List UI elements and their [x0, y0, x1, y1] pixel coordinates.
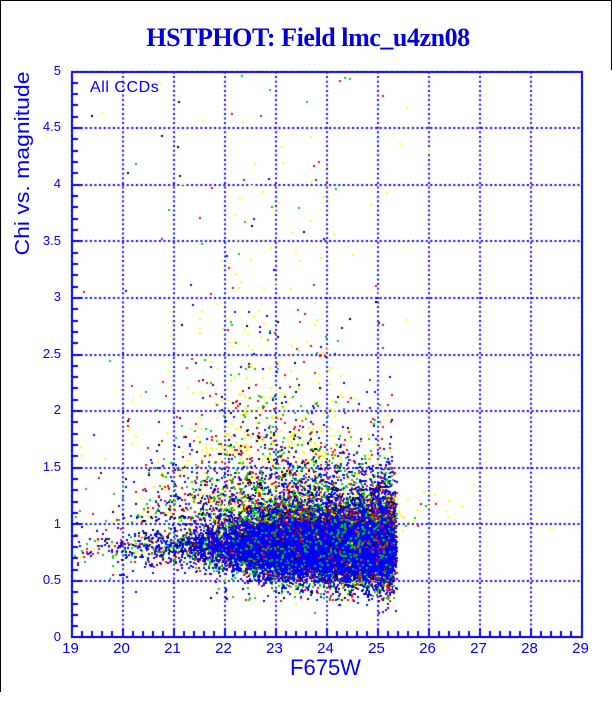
svg-text:Chi vs. magnitude: Chi vs. magnitude — [12, 72, 34, 256]
